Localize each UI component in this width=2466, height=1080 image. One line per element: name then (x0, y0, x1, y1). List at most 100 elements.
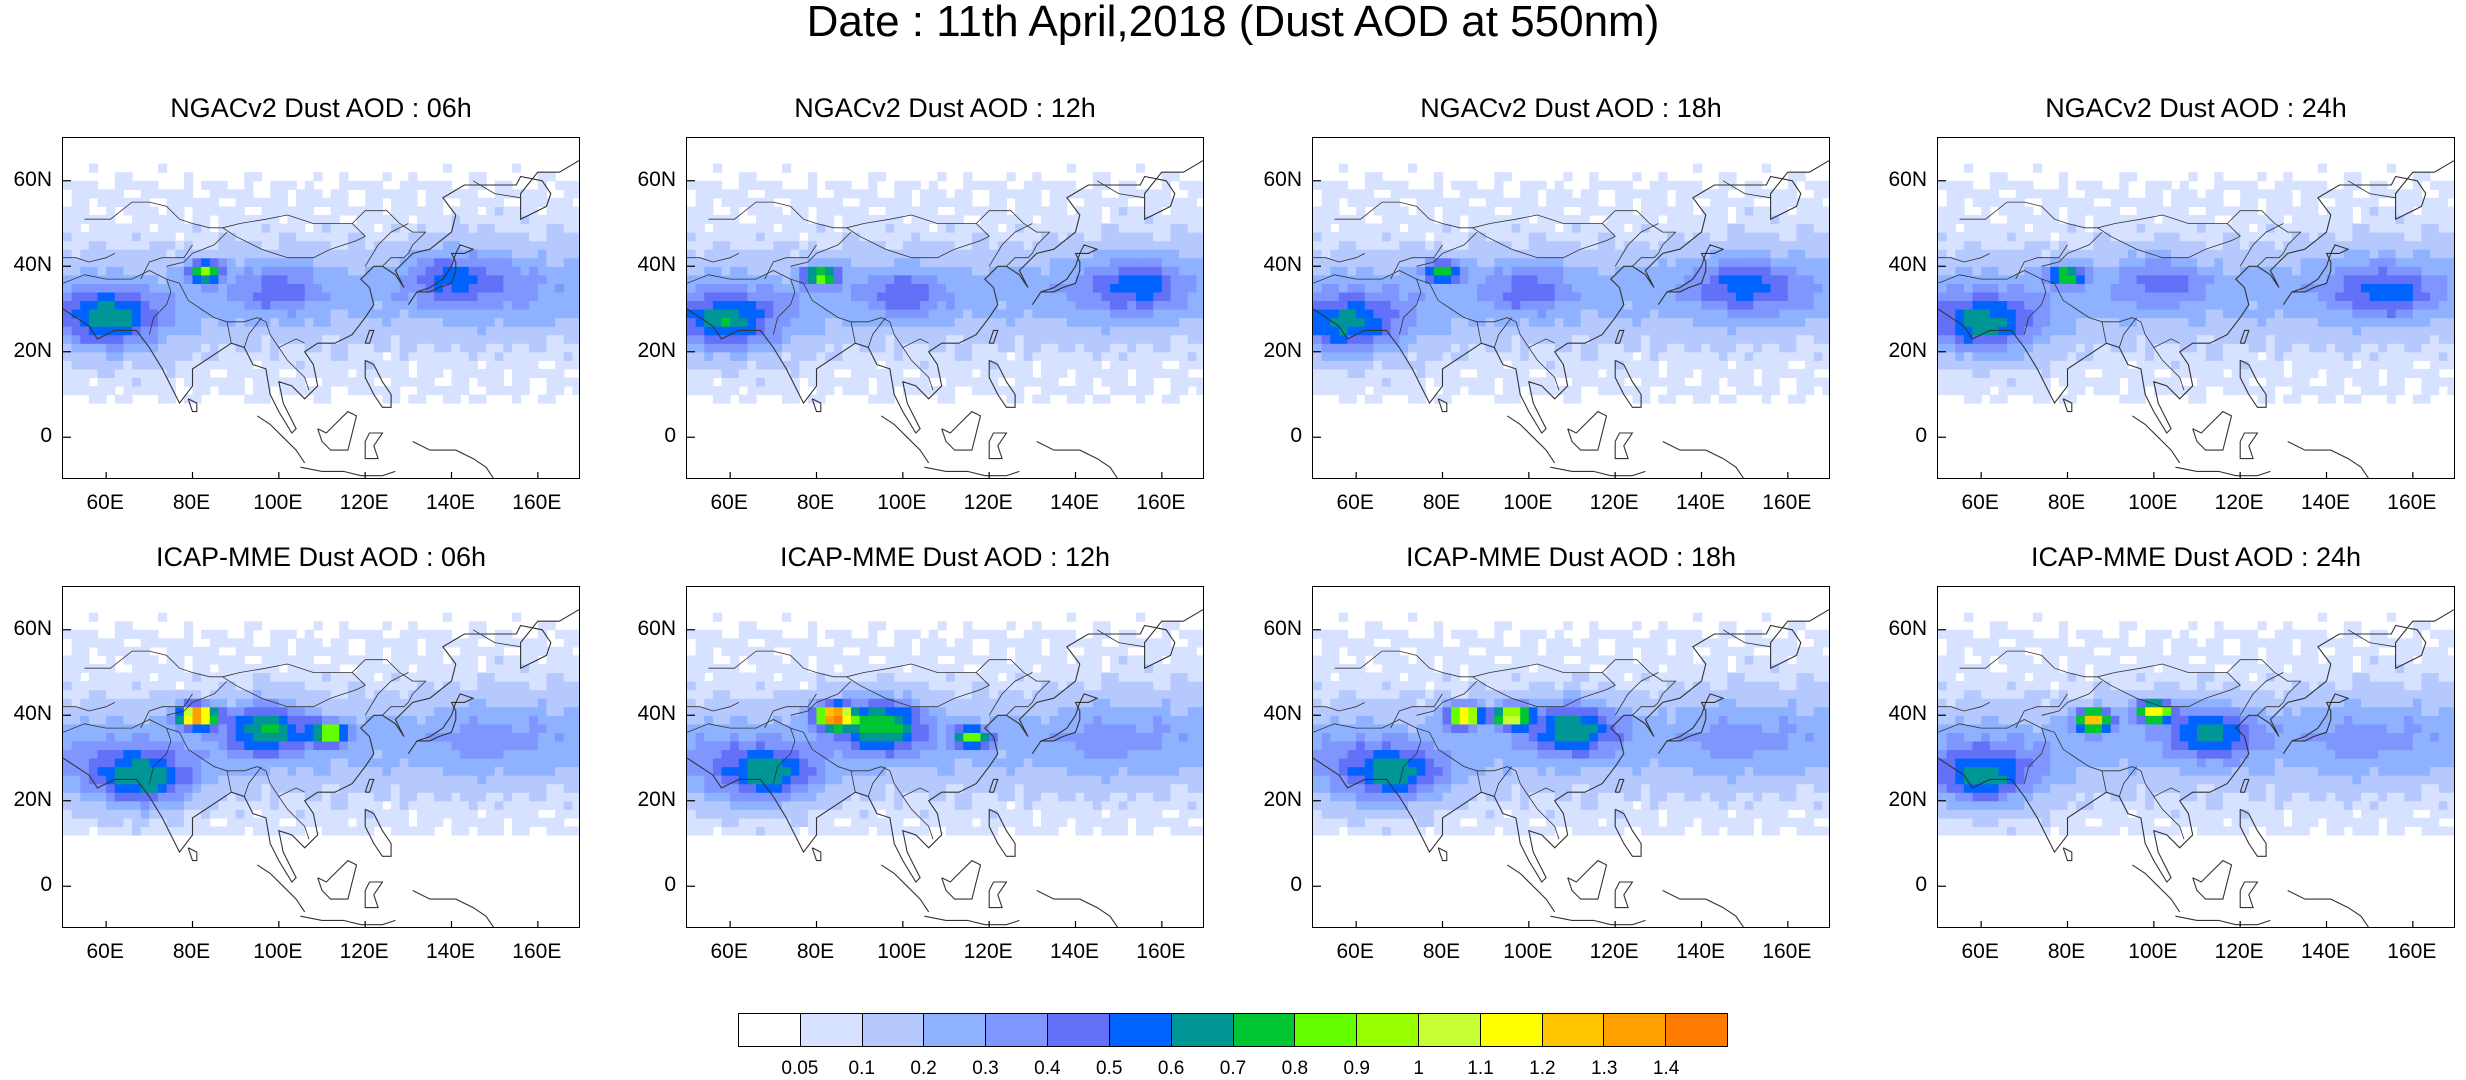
x-tick-label: 160E (1752, 491, 1822, 515)
y-tick-label: 60N (0, 617, 52, 641)
y-tick-label: 60N (1250, 168, 1302, 192)
colorbar-label: 0.7 (1203, 1058, 1263, 1080)
x-tick-label: 80E (1407, 940, 1477, 964)
coastline (365, 433, 382, 459)
coastline (1568, 412, 1607, 451)
y-tick-label: 60N (624, 168, 676, 192)
y-tick-label: 20N (1875, 339, 1927, 363)
x-tick-label: 160E (502, 491, 572, 515)
x-tick-label: 100E (243, 940, 313, 964)
map-panel (1937, 137, 2455, 479)
coastline (1507, 416, 1554, 463)
coastline (318, 412, 357, 451)
panel-title: ICAP-MME Dust AOD : 06h (62, 542, 580, 573)
x-tick-label: 140E (1040, 940, 1110, 964)
y-tick-label: 40N (0, 253, 52, 277)
colorbar-label: 1 (1389, 1058, 1449, 1080)
y-tick-label: 40N (624, 702, 676, 726)
x-tick-label: 100E (1493, 491, 1563, 515)
coastline (2288, 891, 2370, 929)
colorbar-swatch (1357, 1014, 1419, 1046)
x-tick-label: 120E (329, 940, 399, 964)
x-tick-label: 80E (1407, 491, 1477, 515)
colorbar-label: 0.8 (1265, 1058, 1325, 1080)
colorbar-label: 0.6 (1141, 1058, 1201, 1080)
map-panel (1312, 137, 1830, 479)
y-tick-label: 40N (1250, 702, 1302, 726)
panel-title: NGACv2 Dust AOD : 12h (686, 93, 1204, 124)
x-tick-label: 60E (1945, 491, 2015, 515)
x-tick-label: 80E (157, 940, 227, 964)
colorbar-label: 1.3 (1574, 1058, 1634, 1080)
colorbar-swatch (1295, 1014, 1357, 1046)
y-tick-label: 20N (1250, 788, 1302, 812)
x-tick-label: 60E (1320, 491, 1390, 515)
colorbar-label: 0.9 (1327, 1058, 1387, 1080)
y-tick-label: 0 (1250, 424, 1302, 448)
colorbar-swatch (1604, 1014, 1666, 1046)
x-tick-label: 120E (1579, 491, 1649, 515)
y-tick-label: 20N (624, 788, 676, 812)
x-tick-label: 100E (243, 491, 313, 515)
x-tick-label: 120E (953, 491, 1023, 515)
coastline (300, 916, 395, 925)
aod-field (63, 164, 580, 404)
coastline (989, 882, 1006, 908)
y-tick-label: 20N (624, 339, 676, 363)
coastline (188, 848, 197, 861)
y-tick-label: 60N (1875, 617, 1927, 641)
map-panel (62, 586, 580, 928)
x-tick-label: 60E (694, 940, 764, 964)
coastline (924, 916, 1019, 925)
y-tick-label: 0 (0, 873, 52, 897)
colorbar-label: 1.2 (1512, 1058, 1572, 1080)
colorbar-swatch (1481, 1014, 1543, 1046)
y-tick-label: 40N (1875, 253, 1927, 277)
y-tick-label: 0 (0, 424, 52, 448)
coastline (2240, 882, 2257, 908)
colorbar-label: 1.4 (1636, 1058, 1696, 1080)
coastline (1663, 442, 1745, 480)
x-tick-label: 140E (1666, 491, 1736, 515)
map-panel (1312, 586, 1830, 928)
y-tick-label: 20N (1875, 788, 1927, 812)
x-tick-label: 140E (416, 940, 486, 964)
figure-title: Date : 11th April,2018 (Dust AOD at 550n… (0, 0, 2466, 44)
x-tick-label: 80E (157, 491, 227, 515)
coastline (942, 412, 981, 451)
panel-title: ICAP-MME Dust AOD : 18h (1312, 542, 1830, 573)
coastline (2063, 848, 2072, 861)
x-tick-label: 120E (1579, 940, 1649, 964)
colorbar-label: 0.05 (770, 1058, 830, 1080)
coastline (2193, 412, 2232, 451)
colorbar-swatch (1234, 1014, 1296, 1046)
colorbar-label: 1.1 (1451, 1058, 1511, 1080)
coastline (300, 467, 395, 476)
x-tick-label: 160E (1126, 491, 1196, 515)
y-tick-label: 60N (0, 168, 52, 192)
colorbar-label: 0.2 (894, 1058, 954, 1080)
colorbar-label: 0.5 (1079, 1058, 1139, 1080)
y-tick-label: 20N (1250, 339, 1302, 363)
colorbar-swatch (986, 1014, 1048, 1046)
colorbar-swatch (739, 1014, 801, 1046)
colorbar-swatch (1543, 1014, 1605, 1046)
coastline (1550, 916, 1645, 925)
x-tick-label: 140E (2291, 940, 2361, 964)
y-tick-label: 60N (1875, 168, 1927, 192)
x-tick-label: 160E (2377, 491, 2447, 515)
coastline (1615, 882, 1632, 908)
coastline (2175, 916, 2270, 925)
colorbar-swatch (1666, 1014, 1727, 1046)
x-tick-label: 60E (70, 940, 140, 964)
x-tick-label: 160E (502, 940, 572, 964)
coastline (2240, 433, 2257, 459)
coastline (2288, 442, 2370, 480)
map-panel (686, 586, 1204, 928)
y-tick-label: 0 (1250, 873, 1302, 897)
x-tick-label: 100E (2118, 491, 2188, 515)
y-tick-label: 60N (1250, 617, 1302, 641)
colorbar-swatch (863, 1014, 925, 1046)
y-tick-label: 40N (624, 253, 676, 277)
y-tick-label: 20N (0, 788, 52, 812)
